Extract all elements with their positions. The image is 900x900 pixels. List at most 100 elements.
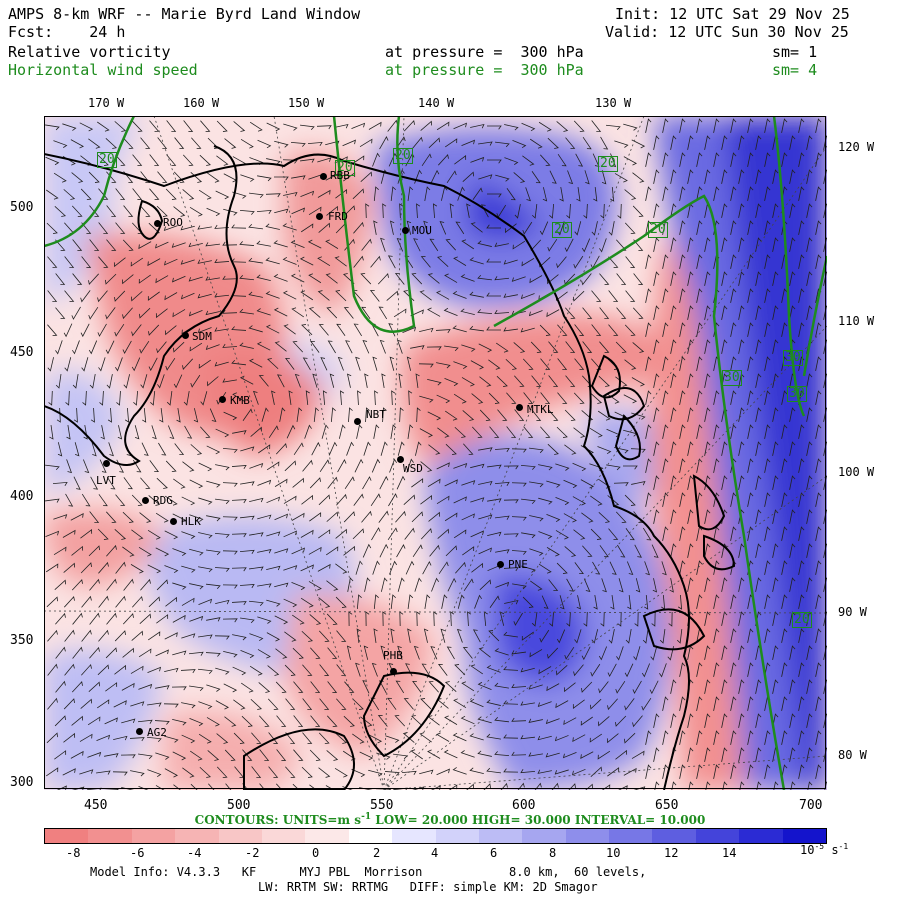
wind-barb (823, 373, 827, 388)
wind-barb (275, 783, 283, 790)
wind-barb (755, 713, 762, 728)
wind-barb (441, 594, 448, 609)
wind-barb (610, 186, 615, 202)
wind-barb (47, 324, 58, 337)
wind-barb (755, 543, 762, 558)
wind-barb (292, 477, 305, 488)
wind-barb (618, 578, 624, 593)
wind-barb (557, 153, 567, 167)
wind-barb (130, 564, 144, 574)
wind-barb (670, 135, 677, 150)
wind-barb (384, 771, 400, 776)
wind-barb (522, 596, 534, 608)
wind-barb (436, 495, 450, 504)
wind-barb (687, 135, 694, 150)
wind-barb (302, 459, 313, 472)
wind-barb (146, 736, 162, 742)
wind-barb (565, 341, 576, 354)
wind-barb (216, 155, 229, 166)
wind-barb (504, 223, 517, 234)
wind-barb (131, 357, 141, 372)
wind-barb (503, 631, 518, 638)
wind-barb (670, 407, 677, 422)
wind-barb (662, 356, 669, 371)
wind-barb (130, 701, 145, 707)
wind-barb (373, 628, 378, 643)
wind-barb (376, 752, 391, 760)
wind-barb (461, 480, 476, 486)
wind-barb (815, 560, 822, 575)
wind-barb (624, 359, 637, 370)
wind-barb (514, 375, 525, 388)
wind-barb (789, 747, 796, 762)
wind-barb (486, 767, 501, 774)
wind-barb (283, 191, 298, 197)
wind-barb (565, 137, 576, 150)
wind-barb (419, 428, 434, 438)
wind-barb (47, 256, 58, 269)
wind-barb (361, 306, 371, 319)
wind-barb (231, 601, 247, 606)
wind-barb (713, 390, 720, 405)
wind-barb (521, 498, 536, 505)
field-1-level: at pressure = 300 hPa (385, 43, 584, 61)
wind-barb (598, 646, 608, 661)
wind-barb (606, 464, 621, 471)
wind-barb (503, 700, 519, 705)
wind-barb (71, 715, 84, 726)
wind-barb (659, 663, 667, 678)
wind-barb (404, 527, 415, 540)
wind-barb (348, 407, 353, 423)
wind-barb (222, 516, 238, 521)
wind-barb (266, 496, 281, 504)
wind-barb (790, 781, 796, 790)
colorbar-tick: 14 (722, 846, 737, 860)
wind-barb (574, 358, 585, 371)
wind-barb (704, 645, 711, 660)
wind-barb (309, 784, 317, 790)
wind-barb (806, 271, 813, 286)
wind-barb (240, 138, 254, 149)
wind-barb (105, 682, 118, 692)
wind-barb (789, 509, 796, 524)
wind-barb (420, 120, 433, 131)
x-tick: 700 (799, 798, 823, 813)
wind-barb (251, 766, 262, 779)
wind-barb (147, 258, 161, 267)
wind-barb (582, 341, 593, 354)
wind-barb (653, 373, 660, 388)
wind-barb (427, 307, 441, 317)
wind-barb (426, 346, 442, 351)
wind-barb (571, 768, 586, 776)
wind-barb (284, 664, 296, 676)
wind-barb (624, 732, 636, 744)
wind-barb (738, 577, 745, 592)
wind-barb (419, 327, 434, 333)
wind-barb (107, 407, 112, 423)
wind-barb (416, 611, 421, 627)
wind-barb (114, 664, 127, 675)
wind-barb (631, 750, 645, 759)
wind-barb (98, 256, 109, 269)
wind-barb (365, 407, 370, 423)
wind-barb (470, 222, 483, 233)
wind-barb (64, 290, 75, 303)
wind-barb (189, 479, 204, 489)
wind-barb (679, 458, 686, 473)
wind-barb (189, 750, 203, 761)
wind-barb (97, 154, 109, 166)
wind-barb (653, 203, 660, 218)
wind-barb (747, 220, 754, 235)
wind-barb (265, 291, 280, 299)
wind-barb (81, 663, 92, 676)
wind-barb (63, 698, 75, 710)
wind-barb (407, 628, 412, 643)
wind-barb (670, 373, 677, 388)
wind-barb (573, 120, 585, 132)
wind-barb (82, 390, 87, 406)
wind-barb (397, 645, 403, 660)
wind-barb (285, 766, 296, 779)
wind-barb (282, 290, 297, 300)
wind-barb (291, 614, 305, 625)
wind-barb (632, 205, 644, 217)
